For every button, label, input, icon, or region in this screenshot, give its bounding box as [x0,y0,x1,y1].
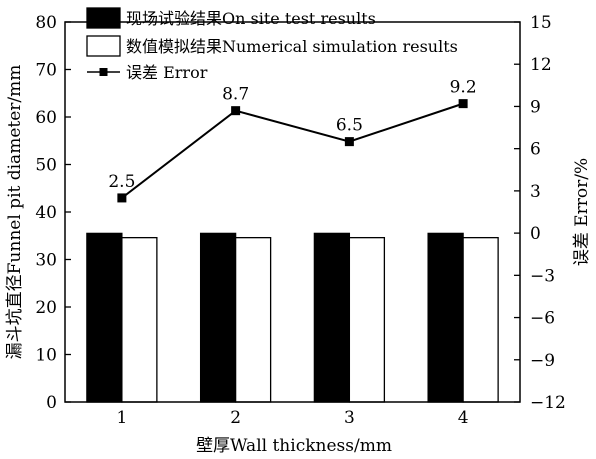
right-axis-ticks: −12 −9 −6 −3 0 3 6 9 12 15 [514,13,566,413]
y2-tick-label: −12 [530,393,566,413]
error-point [117,193,127,203]
error-point [231,106,241,116]
y-tick-label: 40 [35,203,57,223]
bar-on-site [427,232,464,403]
y2-tick-label: 12 [530,55,552,75]
error-data-label: 9.2 [450,78,477,98]
y2-tick-label: 0 [530,224,541,244]
legend-label-on-site: 现场试验结果On site test results [126,9,376,28]
bar-numerical [121,236,158,403]
y-tick-label: 60 [35,108,57,128]
bar-numerical [348,236,386,403]
x-axis-ticks: 1 2 3 4 [116,396,469,428]
legend-swatch-on-site [86,7,121,29]
error-point [458,99,468,109]
legend-label-numerical: 数值模拟结果Numerical simulation results [126,37,458,56]
plot-frame [64,21,521,403]
x-axis-title: 壁厚Wall thickness/mm [196,436,392,456]
x-tick-label: 4 [458,408,469,428]
error-point [344,137,354,147]
bar-numerical [462,236,499,403]
y2-tick-label: 15 [530,13,552,33]
y2-tick-label: 6 [530,140,541,160]
y-tick-label: 80 [35,13,57,33]
bars [86,232,499,403]
y-tick-label: 50 [35,156,57,176]
x-tick-label: 3 [344,408,355,428]
y-tick-label: 70 [35,61,57,81]
bar-numerical [234,236,272,403]
y2-tick-label: 9 [530,97,541,117]
y2-tick-label: −6 [530,309,555,329]
y-tick-label: 30 [35,251,57,271]
bar-on-site [86,232,123,403]
y2-axis-title: 误差 Error/% [572,158,592,266]
error-data-label: 8.7 [222,85,249,105]
y-tick-label: 20 [35,298,57,318]
y-tick-label: 10 [35,346,57,366]
legend-label-error: 误差 Error [126,63,208,82]
error-data-label: 6.5 [336,116,363,136]
bar-on-site [313,232,351,403]
x-tick-label: 2 [230,408,241,428]
legend-marker-error [99,68,108,76]
bar-on-site [199,232,237,403]
y2-tick-label: 3 [530,182,541,202]
y2-tick-label: −9 [530,351,555,371]
legend: 现场试验结果On site test results 数值模拟结果Numeric… [86,7,458,82]
legend-swatch-numerical [86,35,121,57]
y-axis-title: 漏斗坑直径Funnel pit diameter/mm [5,65,25,360]
y2-tick-label: −3 [530,266,555,286]
y-tick-label: 0 [46,393,57,413]
error-line [121,102,464,199]
x-tick-label: 1 [116,408,127,428]
left-axis-ticks: 0 10 20 30 40 50 60 70 80 [35,13,71,413]
error-series: 2.5 8.7 6.5 9.2 [108,78,477,203]
error-data-label: 2.5 [108,172,135,192]
